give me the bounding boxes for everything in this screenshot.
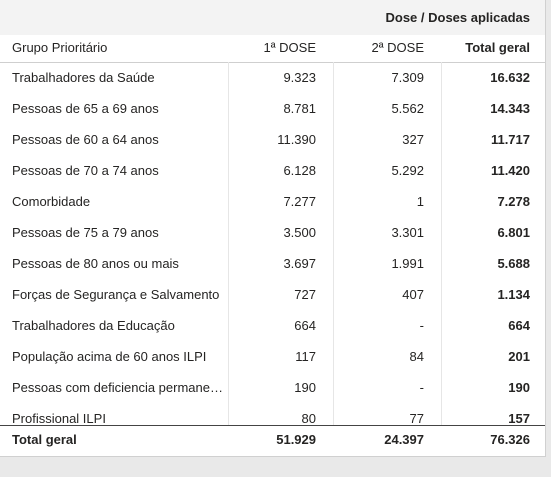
title-bar bbox=[0, 0, 545, 35]
cell: Comorbidade bbox=[12, 194, 91, 209]
cell: Pessoas de 65 a 69 anos bbox=[12, 101, 159, 116]
cell: Pessoas de 70 a 74 anos bbox=[12, 163, 159, 178]
cell: População acima de 60 anos ILPI bbox=[12, 349, 207, 364]
cell: 77 bbox=[409, 411, 424, 425]
cell: Pessoas de 60 a 64 anos bbox=[12, 132, 159, 147]
column-divider bbox=[441, 62, 442, 425]
cell: 80 bbox=[301, 411, 316, 425]
header-border bbox=[0, 62, 545, 63]
cell: 1.991 bbox=[391, 256, 424, 271]
total-cell: 24.397 bbox=[384, 432, 424, 447]
table-card: Dose / Doses aplicadas Trabalhadores da … bbox=[0, 0, 546, 457]
cell: 327 bbox=[402, 132, 424, 147]
cell: 190 bbox=[508, 380, 530, 395]
cell: Forças de Segurança e Salvamento bbox=[12, 287, 220, 302]
cell: 5.562 bbox=[391, 101, 424, 116]
cell: 7.277 bbox=[283, 194, 316, 209]
column-header: 2ª DOSE bbox=[371, 40, 425, 55]
cell: 664 bbox=[508, 318, 530, 333]
total-cell: 51.929 bbox=[276, 432, 316, 447]
cell: 5.688 bbox=[497, 256, 530, 271]
total-cell: Total geral bbox=[12, 432, 77, 447]
cell: 201 bbox=[508, 349, 530, 364]
cell: 11.717 bbox=[490, 132, 530, 147]
cell: 1.134 bbox=[497, 287, 530, 302]
cell: Pessoas com deficiencia permane… bbox=[12, 380, 223, 395]
cell: 11.420 bbox=[490, 163, 530, 178]
cell: 3.697 bbox=[283, 256, 316, 271]
header-title: Dose / Doses aplicadas bbox=[385, 10, 530, 25]
cell: 3.301 bbox=[391, 225, 424, 240]
cell: 157 bbox=[508, 411, 530, 425]
column-header: 1ª DOSE bbox=[263, 40, 317, 55]
cell: 117 bbox=[295, 349, 316, 364]
cell: Profissional ILPI bbox=[12, 411, 106, 425]
cell: 664 bbox=[294, 318, 316, 333]
column-divider bbox=[333, 62, 334, 425]
cell: 5.292 bbox=[391, 163, 424, 178]
cell: 16.632 bbox=[490, 70, 530, 85]
cell: - bbox=[419, 318, 424, 333]
cell: 727 bbox=[294, 287, 316, 302]
cell: 6.128 bbox=[283, 163, 316, 178]
total-cell: 76.326 bbox=[490, 432, 530, 447]
cell: - bbox=[419, 380, 424, 395]
cell: Pessoas de 80 anos ou mais bbox=[12, 256, 179, 271]
cell: 84 bbox=[409, 349, 424, 364]
column-header: Total geral bbox=[465, 40, 530, 55]
cell: 407 bbox=[402, 287, 424, 302]
cell: Trabalhadores da Saúde bbox=[12, 70, 155, 85]
cell: 8.781 bbox=[283, 101, 316, 116]
cell: 9.323 bbox=[283, 70, 316, 85]
total-border bbox=[0, 425, 545, 426]
cell: 11.390 bbox=[277, 132, 316, 147]
cell: 3.500 bbox=[283, 225, 316, 240]
cell: 6.801 bbox=[497, 225, 530, 240]
rows: Trabalhadores da Saúde 9.323 7.309 16.632 Pe… bbox=[0, 62, 545, 425]
cell: 190 bbox=[294, 380, 316, 395]
cell: 14.343 bbox=[490, 101, 530, 116]
column-divider bbox=[228, 62, 229, 425]
column-header: Grupo Prioritário bbox=[12, 40, 108, 55]
cell: 7.309 bbox=[391, 70, 424, 85]
cell: 1 bbox=[416, 194, 424, 209]
cell: 7.278 bbox=[497, 194, 530, 209]
cell: Trabalhadores da Educação bbox=[12, 318, 175, 333]
cell: Pessoas de 75 a 79 anos bbox=[12, 225, 159, 240]
